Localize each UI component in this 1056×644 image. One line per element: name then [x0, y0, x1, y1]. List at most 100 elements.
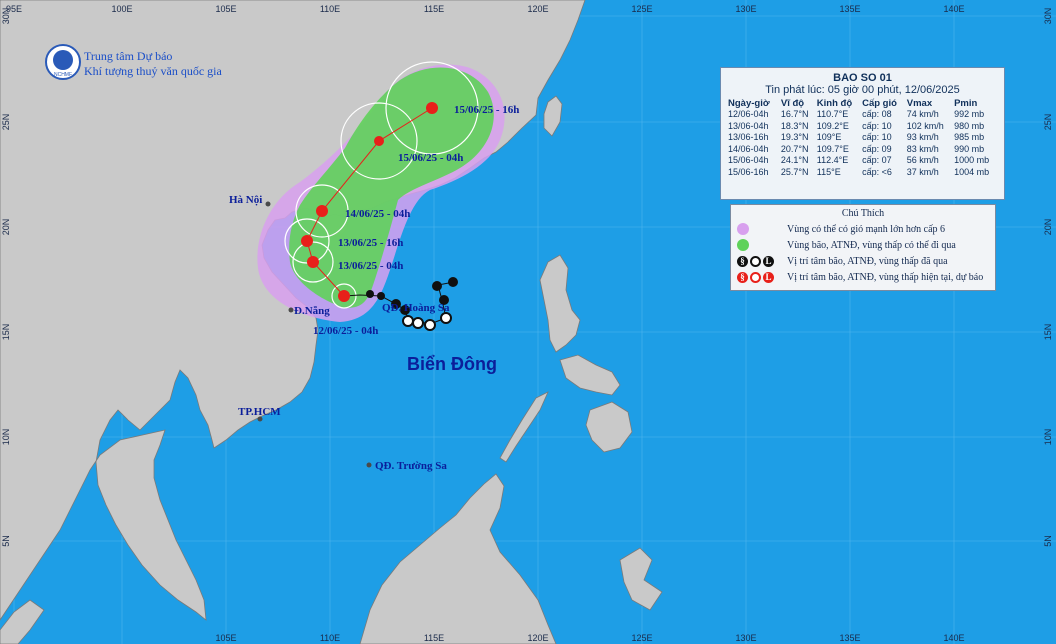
track-label-15-16h: 15/06/25 - 16h: [454, 104, 519, 116]
bulletin-cell: cấp: 08: [862, 109, 892, 119]
sumatra-island: [0, 599, 45, 644]
bulletin-row: 13/06-16h 19.3°N 109°E cấp: 10 93 km/h 985 mb: [727, 132, 998, 144]
lon-tick-label: 140E: [943, 4, 964, 14]
lon-tick-label: 125E: [631, 633, 652, 643]
lon-tick-label: 115E: [424, 633, 444, 643]
lat-tick-label: 30N: [1, 8, 11, 25]
lat-tick-label: 15N: [1043, 324, 1053, 341]
tphcm-label: TP.HCM: [238, 406, 281, 418]
bulletin-issued-time: Tin phát lúc: 05 giờ 00 phút, 12/06/2025: [765, 84, 960, 96]
lon-tick-label: 135E: [839, 633, 860, 643]
bulletin-header-row: Ngày-giờ Vĩ độ Kinh độ Cấp gió Vmax Pmin: [727, 98, 998, 109]
visayas-islands: [559, 354, 621, 396]
bulletin-cell: 992 mb: [954, 109, 985, 119]
bulletin-row: 14/06-04h 20.7°N 109.7°E cấp: 09 83 km/h 990 …: [727, 144, 998, 156]
forecast-track-line: [306, 107, 433, 297]
lon-labels-top: 95E 100E 105E 110E 115E 120E 125E 130E 135E 140E: [6, 4, 965, 14]
lon-tick-label: 100E: [111, 4, 132, 14]
header-datetime: Ngày-giờ: [728, 98, 770, 109]
sulawesi-island: [619, 547, 663, 611]
agency-name-line2: Khí tượng thuỷ văn quốc gia: [84, 64, 223, 78]
lat-tick-label: 20N: [1, 219, 11, 236]
lon-tick-label: 110E: [320, 4, 340, 14]
bulletin-cell: 20.7°N: [780, 143, 809, 154]
bulletin-cell: 13/06-04h: [728, 120, 769, 131]
hanoi-label: Hà Nội: [229, 194, 262, 206]
track-label-12-04h: 12/06/25 - 04h: [313, 325, 378, 337]
lon-tick-label: 115E: [424, 4, 444, 14]
bulletin-row: 15/06-04h 24.1°N 112.4°E cấp: 07 56 km/h 1000…: [727, 155, 998, 167]
bulletin-cell: 37 km/h: [906, 166, 939, 177]
legend-item-label: Vị trí tâm bão, ATNĐ, vùng thấp hiện tại…: [787, 271, 984, 283]
bulletin-cell: 102 km/h: [906, 120, 944, 131]
legend-panel: Chú Thích Vùng có thể có gió mạnh lớn hơ…: [730, 204, 996, 291]
forecast-position-icons: § L: [737, 271, 787, 283]
truongsa-label: QĐ. Trường Sa: [375, 460, 447, 472]
lat-tick-label: 5N: [1, 535, 11, 547]
lon-tick-label: 140E: [943, 633, 964, 643]
track-label-13-04h: 13/06/25 - 04h: [338, 260, 403, 272]
green-zone-swatch: [737, 239, 749, 251]
header-lat: Vĩ độ: [780, 98, 805, 109]
bulletin-cell: 13/06-16h: [728, 132, 769, 142]
lon-tick-label: 125E: [631, 4, 652, 14]
lat-tick-label: 10N: [1043, 429, 1053, 446]
lon-tick-label: 95E: [6, 4, 22, 14]
purple-zone-swatch: [737, 223, 749, 235]
bulletin-cell: cấp: 09: [862, 143, 892, 154]
legend-item-label: Vùng có thể có gió mạnh lớn hơn cấp 6: [787, 223, 946, 235]
lon-tick-label: 120E: [527, 633, 548, 643]
track-label-13-16h: 13/06/25 - 16h: [338, 237, 403, 249]
bulletin-cell: 24.1°N: [780, 155, 809, 165]
lon-tick-label: 105E: [215, 633, 236, 643]
past-position-icons: § L: [737, 255, 787, 267]
bulletin-cell: 74 km/h: [906, 109, 939, 119]
bulletin-cell: cấp: 10: [862, 120, 892, 131]
bulletin-cell: 12/06-04h: [728, 109, 769, 119]
bulletin-cell: 56 km/h: [906, 155, 939, 165]
past-position-markers: [366, 277, 458, 331]
mindanao-island: [585, 401, 633, 453]
bulletin-cell: 985 mb: [954, 132, 985, 142]
luzon-island: [539, 254, 581, 353]
lon-tick-label: 130E: [735, 4, 756, 14]
lon-tick-label: 120E: [527, 4, 548, 14]
bulletin-cell: 15/06-04h: [728, 155, 769, 165]
lon-tick-label: 135E: [839, 4, 860, 14]
lat-tick-label: 15N: [1, 324, 11, 341]
bulletin-cell: 115°E: [816, 166, 841, 177]
lat-tick-label: 10N: [1, 429, 11, 446]
bulletin-title: BAO SO 01: [833, 72, 892, 84]
bulletin-cell: cấp: 10: [862, 132, 892, 142]
bulletin-row: 15/06-16h 25.7°N 115°E cấp: <6 37 km/h 1004 m…: [727, 167, 998, 179]
lat-tick-label: 30N: [1043, 8, 1053, 25]
bulletin-cell: cấp: <6: [862, 166, 892, 177]
agency-logo: NCHMF: [45, 44, 81, 80]
bulletin-cell: 83 km/h: [906, 143, 939, 154]
palawan-island: [499, 391, 549, 463]
bulletin-cell: 19.3°N: [780, 132, 809, 142]
legend-row: § L Vị trí tâm bão, ATNĐ, vùng thấp hiện…: [737, 269, 989, 285]
lon-tick-label: 105E: [215, 4, 236, 14]
logo-text: NCHMF: [54, 72, 72, 78]
legend-row: § L Vị trí tâm bão, ATNĐ, vùng thấp đã q…: [737, 253, 989, 269]
legend-item-label: Vùng bão, ATNĐ, vùng thấp có thể đi qua: [787, 239, 956, 251]
lat-labels-right: 30N 25N 20N 15N 10N 5N: [1043, 8, 1053, 547]
bulletin-cell: cấp: 07: [862, 155, 892, 165]
storm-cone: [284, 61, 494, 309]
bulletin-cell: 16.7°N: [780, 109, 809, 119]
header-wind-level: Cấp gió: [862, 98, 897, 109]
header-lon: Kinh độ: [816, 98, 853, 109]
bulletin-panel: BAO SO 01 Tin phát lúc: 05 giờ 00 phút, …: [720, 67, 1005, 200]
lon-tick-label: 110E: [320, 633, 340, 643]
track-label-15-04h: 15/06/25 - 04h: [398, 152, 463, 164]
forecast-position-markers: [301, 102, 438, 302]
bulletin-row: 13/06-04h 18.3°N 109.2°E cấp: 10 102 km/h 980…: [727, 121, 998, 133]
header-pmin: Pmin: [954, 98, 978, 109]
lat-tick-label: 25N: [1043, 114, 1053, 131]
city-dots: [257, 201, 372, 468]
bulletin-row: 12/06-04h 16.7°N 110.7°E cấp: 08 74 km/h 992 …: [727, 109, 998, 121]
bulletin-cell: 15/06-16h: [728, 166, 769, 177]
legend-row: Vùng bão, ATNĐ, vùng thấp có thể đi qua: [737, 237, 989, 253]
legend-row: Vùng có thể có gió mạnh lớn hơn cấp 6: [737, 221, 989, 237]
